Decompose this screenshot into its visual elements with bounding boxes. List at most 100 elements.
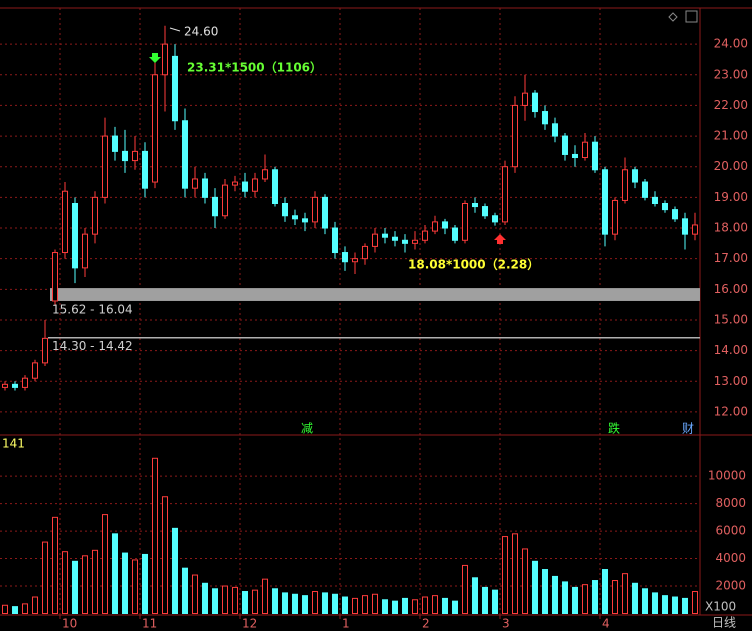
volume-bar (72, 560, 78, 614)
volume-bar (102, 514, 108, 614)
candle-body (612, 199, 618, 235)
candle-body (662, 202, 668, 211)
candle-body (222, 184, 228, 217)
volume-bar (162, 496, 168, 614)
period: 日线 (712, 616, 736, 630)
candle-body (392, 236, 398, 241)
y-tick-label: 24.00 (714, 37, 748, 51)
candle-body (62, 190, 68, 254)
volume-bar (562, 581, 568, 615)
y-tick-label: 18.00 (714, 221, 748, 235)
volume-bar (232, 586, 238, 614)
candle-body (552, 123, 558, 137)
candle-body (692, 224, 698, 235)
volume-bar (672, 596, 678, 615)
candle-body (92, 196, 98, 235)
volume-bar (662, 595, 668, 615)
candle-body (282, 202, 288, 217)
candle-body (22, 377, 28, 388)
volume-bar (302, 595, 308, 615)
volume-label: 141 (2, 437, 25, 451)
volume-bar (32, 596, 38, 615)
candle-body (432, 221, 438, 232)
volume-bar (52, 516, 58, 614)
y-tick-label: 21.00 (714, 129, 748, 143)
zone-label: 15.62 - 16.04 (52, 302, 133, 316)
volume-bar (542, 569, 548, 614)
candle-body (642, 181, 648, 198)
candle-body (252, 178, 258, 192)
event-marker: 减 (301, 422, 313, 436)
x-tick-label: 11 (142, 617, 157, 631)
volume-bar (202, 582, 208, 615)
y-tick-label: 2000 (715, 579, 746, 593)
x-tick-label: 2 (422, 617, 430, 631)
candle-body (72, 202, 78, 269)
volume-bar (262, 578, 268, 615)
volume-bar (652, 592, 658, 615)
zone-label: 14.30 - 14.42 (52, 339, 133, 353)
candle-body (502, 166, 508, 223)
candle-body (562, 135, 568, 155)
candle-body (682, 218, 688, 235)
volume-bar (602, 569, 608, 614)
y-tick-label: 23.00 (714, 67, 748, 81)
candle-body (372, 233, 378, 247)
y-tick-label: 17.00 (714, 251, 748, 265)
volume-bar (122, 552, 128, 615)
volume-bar (402, 597, 408, 615)
buy-annotation: 18.08*1000（2.28） (408, 257, 539, 272)
y-tick-label: 10000 (708, 469, 746, 483)
candle-body (242, 181, 248, 192)
volume-bar (572, 586, 578, 614)
volume-bar (222, 585, 228, 614)
volume-bar (382, 599, 388, 614)
candle-body (512, 104, 518, 168)
candle-body (362, 245, 368, 260)
volume-bar (462, 564, 468, 615)
candle-body (622, 169, 628, 201)
volume-bar (352, 597, 358, 615)
peak-pointer (169, 27, 181, 32)
volume-bar (112, 533, 118, 615)
candle-body (652, 196, 658, 204)
candle-body (52, 252, 58, 302)
candle-body (132, 150, 138, 162)
volume-bar (322, 592, 328, 615)
candle-body (462, 202, 468, 241)
volume-bar (362, 595, 368, 615)
candle-body (82, 233, 88, 269)
volume-bar (642, 588, 648, 614)
y-tick-label: 19.00 (714, 190, 748, 204)
candle-body (542, 111, 548, 125)
candle-body (352, 258, 358, 263)
candle-body (262, 169, 268, 180)
volume-bar (492, 589, 498, 614)
y-tick-label: 14.00 (714, 343, 748, 357)
volume-bar (442, 597, 448, 615)
y-tick-label: 6000 (715, 524, 746, 538)
candle-body (382, 233, 388, 238)
icon[interactable] (685, 10, 698, 23)
volume-bar (632, 582, 638, 615)
candle-body (2, 383, 8, 388)
volume-bar (512, 533, 518, 615)
candle-body (312, 196, 318, 223)
candle-body (302, 218, 308, 223)
y-tick-label: 13.00 (714, 374, 748, 388)
event-marker: 跌 (608, 421, 620, 436)
candle-body (602, 169, 608, 235)
y-tick-label: 15.00 (714, 312, 748, 326)
volume-bar (2, 604, 8, 614)
volume-bar (612, 580, 618, 615)
peak-label: 24.60 (184, 25, 218, 39)
volume-bar (272, 588, 278, 614)
volume-bar (42, 541, 48, 614)
candle-body (412, 239, 418, 244)
volume-bar (342, 596, 348, 615)
icon[interactable] (668, 12, 678, 22)
volume-bar (682, 597, 688, 615)
y-tick-label: 16.00 (714, 282, 748, 296)
volume-bar (522, 548, 528, 615)
volume-bar (192, 574, 198, 614)
